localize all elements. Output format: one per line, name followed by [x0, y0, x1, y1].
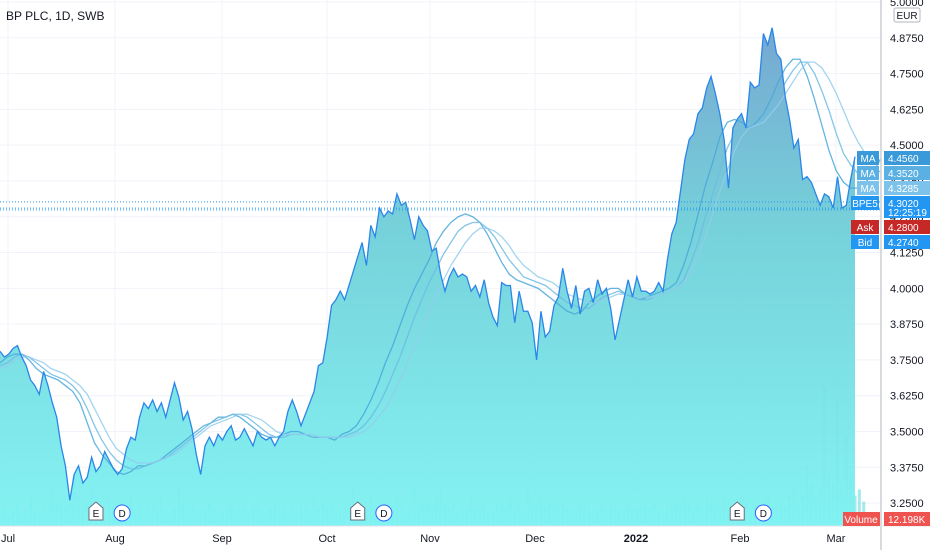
price-tick-label: 3.3750	[890, 462, 924, 474]
price-tag-countdown: 12:25:19	[888, 208, 927, 219]
price-tick-label: 3.5000	[890, 427, 924, 439]
earnings-marker[interactable]: E	[729, 501, 745, 521]
currency-badge[interactable]: EUR	[893, 7, 921, 23]
price-tag-label-bg	[857, 151, 879, 165]
date-tick-label: 2022	[624, 533, 648, 545]
event-label: E	[93, 509, 100, 520]
price-tag-label-bg	[851, 220, 879, 234]
dividend-marker[interactable]: D	[375, 504, 393, 522]
price-tag-ma: MA 4.3520	[857, 166, 930, 180]
price-tag-label: MA	[861, 169, 876, 180]
price-tick-label: 5.0000	[890, 0, 924, 9]
chart-title: BP PLC, 1D, SWB	[6, 9, 104, 23]
close-area-fill	[0, 27, 855, 527]
event-label: E	[354, 509, 361, 520]
price-tag-value-bg	[884, 181, 930, 195]
currency-label: EUR	[896, 11, 917, 22]
price-tag-label: Bid	[858, 238, 872, 249]
price-tag-value-bg	[884, 235, 930, 249]
moving-average-lines	[0, 58, 881, 476]
price-tag-value-bg	[884, 151, 930, 165]
moving-average-line	[0, 61, 881, 464]
date-tick-label: Sep	[212, 533, 232, 545]
date-tick-label: Jul	[1, 533, 15, 545]
dividend-marker[interactable]: D	[113, 504, 131, 522]
date-tick-label: Dec	[525, 533, 545, 545]
price-tick-label: 4.1250	[890, 248, 924, 260]
price-tag-ma: MA 4.4560	[857, 151, 930, 165]
price-tag-label-bg	[851, 235, 879, 249]
dividend-marker[interactable]: D	[754, 504, 772, 522]
price-tag-label: MA	[861, 154, 876, 165]
price-tag-value-bg	[884, 196, 930, 218]
earnings-marker[interactable]: E	[88, 501, 104, 521]
price-tag-value: 4.3285	[888, 184, 919, 195]
price-tag-value: 4.2800	[888, 223, 919, 234]
price-tick-label: 3.8750	[890, 319, 924, 331]
date-tick-label: Mar	[827, 533, 846, 545]
price-tag-ask: Ask 4.2800	[851, 220, 930, 234]
price-tag-label-bg	[857, 181, 879, 195]
price-tick-label: 3.2500	[890, 498, 924, 510]
event-label: D	[119, 509, 126, 520]
volume-tag: Volume 12.198K	[843, 512, 930, 526]
price-tag-label-bg	[851, 196, 879, 210]
date-tick-label: Aug	[105, 533, 125, 545]
volume-bar	[857, 489, 861, 526]
volume-tag-label: Volume	[844, 515, 878, 526]
price-tag-value: 4.4560	[888, 154, 919, 165]
price-tag-ma: MA 4.3285	[857, 181, 930, 195]
price-tick-label: 4.0000	[890, 283, 924, 295]
price-tag-value-bg	[884, 166, 930, 180]
close-price-line	[0, 27, 856, 501]
date-tick-label: Feb	[731, 533, 750, 545]
time-axis[interactable]: Jul Aug Sep Oct Nov Dec 2022 Feb Mar	[1, 533, 846, 545]
price-tag-label: BPE5	[852, 199, 878, 210]
price-tag-value: 4.3020	[888, 199, 919, 210]
price-tick-label: 3.6250	[890, 391, 924, 403]
price-tags: MA 4.4560 MA 4.3520 MA 4.3285 BPE5 4.302012:25:…	[843, 151, 930, 526]
price-tick-label: 3.7500	[890, 355, 924, 367]
price-tag-label: MA	[861, 184, 876, 195]
date-tick-label: Nov	[420, 533, 440, 545]
date-tick-label: Oct	[318, 533, 335, 545]
price-tag-bid: Bid 4.2740	[851, 235, 930, 249]
price-tick-label: 4.6250	[890, 104, 924, 116]
event-label: D	[380, 509, 387, 520]
price-tick-label: 4.8750	[890, 33, 924, 45]
event-label: E	[734, 509, 741, 520]
price-tag-value: 4.3520	[888, 169, 919, 180]
price-tag-label: Ask	[857, 223, 875, 234]
price-tick-label: 4.5000	[890, 140, 924, 152]
volume-tag-value: 12.198K	[888, 515, 926, 526]
price-tag-label-bg	[857, 166, 879, 180]
price-tag-value: 4.2740	[888, 238, 919, 249]
price-axis[interactable]: 5.00004.87504.75004.62504.50004.37504.25…	[890, 0, 924, 510]
price-tick-label: 4.7500	[890, 69, 924, 81]
moving-average-line	[0, 61, 881, 470]
event-label: D	[760, 509, 767, 520]
price-tag-value-bg	[884, 220, 930, 234]
earnings-marker[interactable]: E	[350, 501, 366, 521]
